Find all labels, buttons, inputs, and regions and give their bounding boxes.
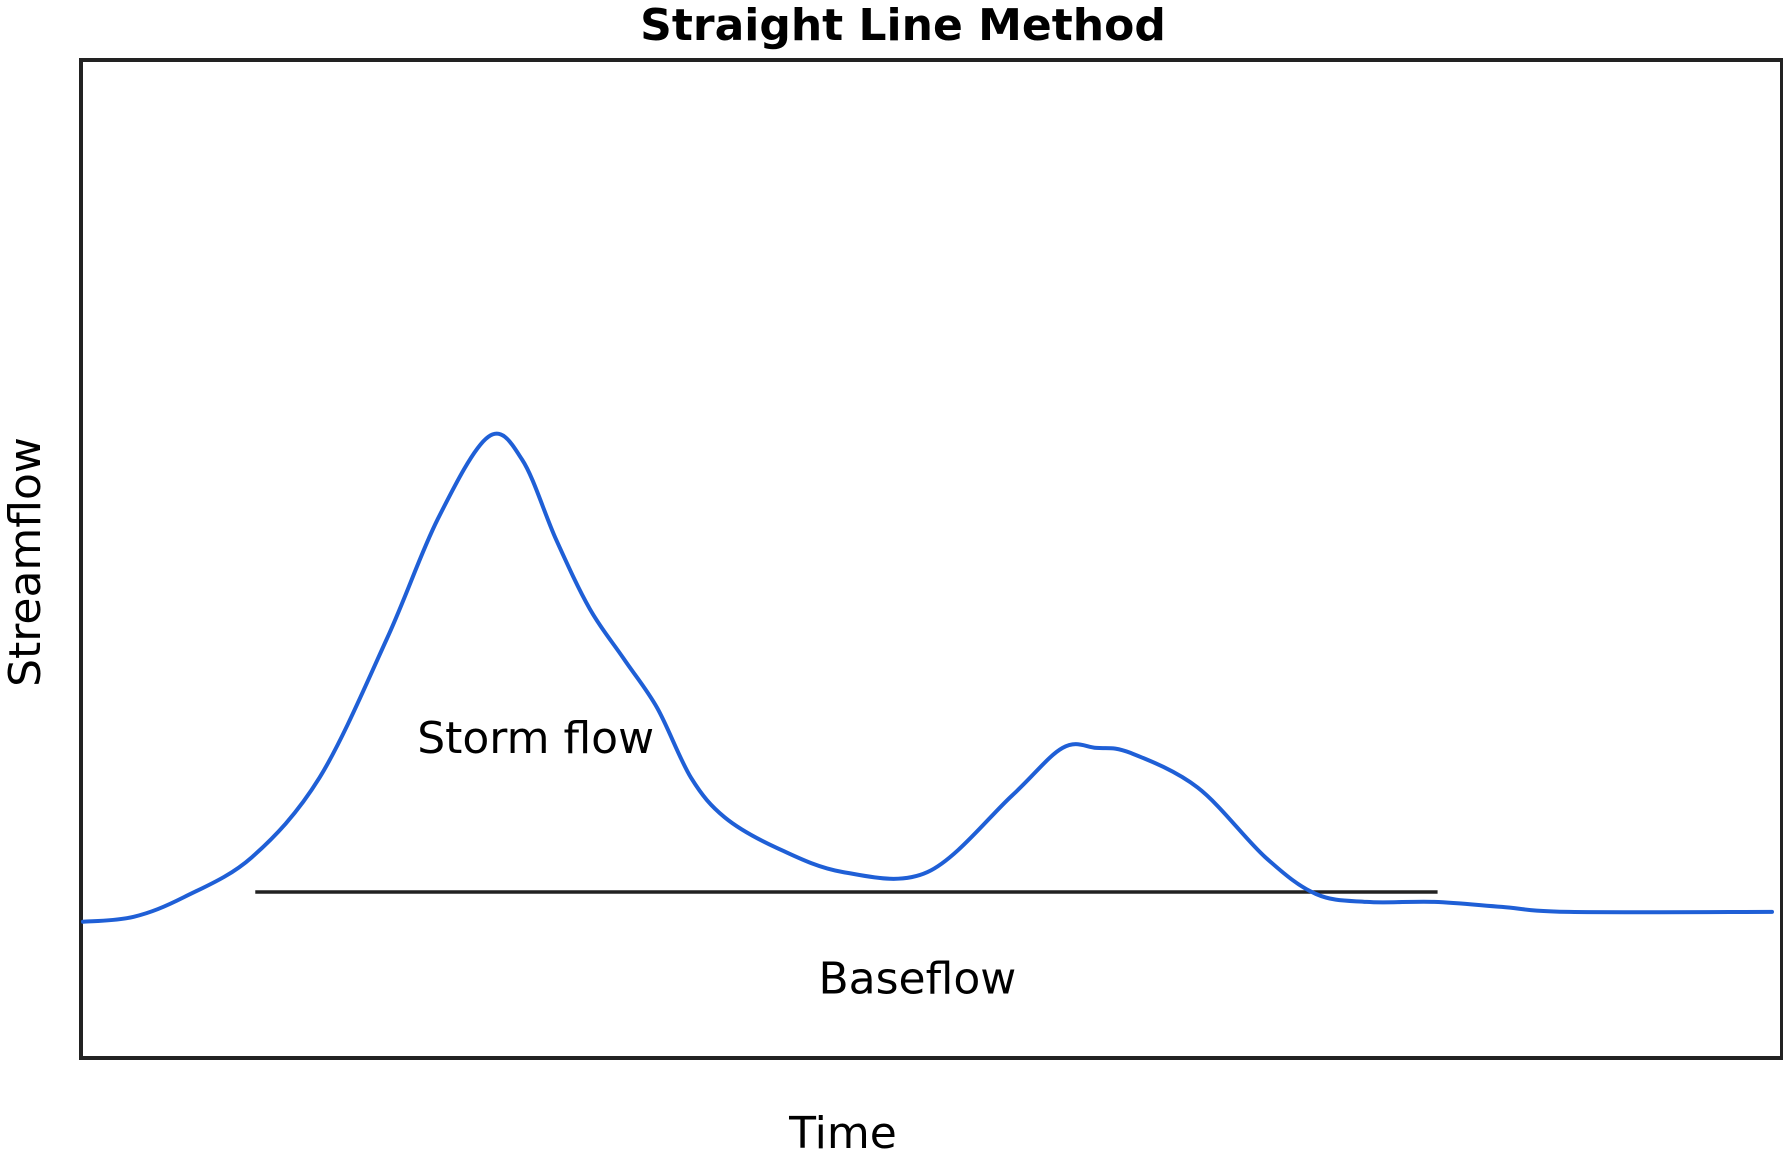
- chart-title: Straight Line Method: [640, 0, 1166, 51]
- hydrograph-series-line: [81, 431, 1774, 924]
- x-axis-label: Time: [788, 1108, 897, 1159]
- annotation-label: Storm flow: [417, 713, 654, 764]
- annotation-label: Baseflow: [818, 953, 1016, 1004]
- plot-area: [81, 431, 1774, 924]
- y-axis-label: Streamflow: [0, 437, 51, 687]
- plot-frame: [79, 58, 1783, 1060]
